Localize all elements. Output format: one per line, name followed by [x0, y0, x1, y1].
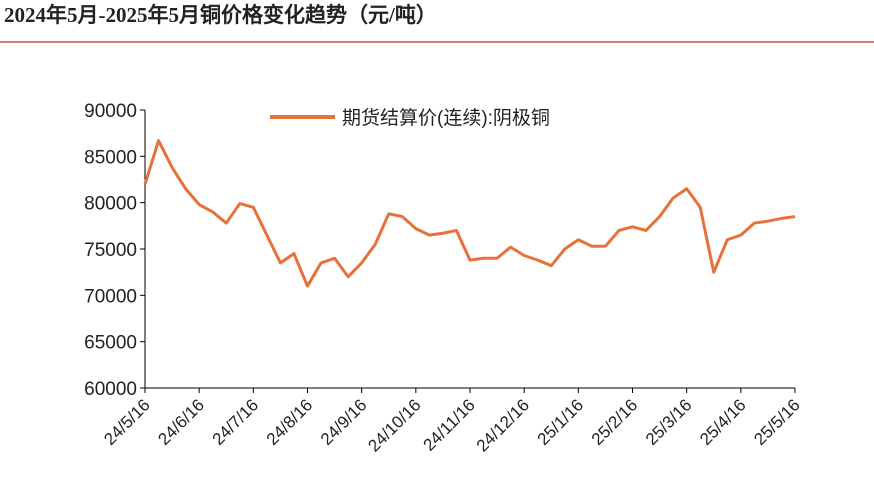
y-tick-label: 60000 [84, 379, 137, 400]
x-tick-label: 25/1/16 [534, 395, 588, 449]
x-tick-label: 25/2/16 [588, 395, 642, 449]
x-tick-label: 25/5/16 [750, 395, 804, 449]
x-tick-label: 24/10/16 [364, 395, 424, 455]
plot: 60000 65000 70000 75000 80000 85000 90000 24/5/… [84, 101, 804, 456]
x-tick-label: 24/8/16 [263, 395, 317, 449]
x-tick-label: 24/11/16 [419, 395, 478, 454]
y-tick-label: 75000 [84, 240, 137, 261]
y-tick-label: 85000 [84, 147, 137, 168]
x-tick-label: 25/3/16 [642, 395, 696, 449]
chart-title: 2024年5月-2025年5月铜价格变化趋势（元/吨） [4, 3, 437, 27]
y-tick-label: 80000 [84, 194, 137, 215]
series-line [143, 139, 796, 288]
x-tick-label: 25/4/16 [696, 395, 750, 449]
y-tick-label: 90000 [84, 101, 137, 122]
x-tick-label: 24/9/16 [317, 395, 371, 449]
y-tick-label: 65000 [84, 333, 137, 354]
x-tick-label: 24/5/16 [100, 395, 154, 449]
legend-label: 期货结算价(连续):阴极铜 [342, 107, 550, 129]
y-tick-label: 70000 [84, 286, 137, 307]
x-tick-label: 24/7/16 [209, 395, 263, 449]
x-tick-label: 24/12/16 [473, 395, 533, 455]
x-tick-label: 24/6/16 [154, 395, 208, 449]
